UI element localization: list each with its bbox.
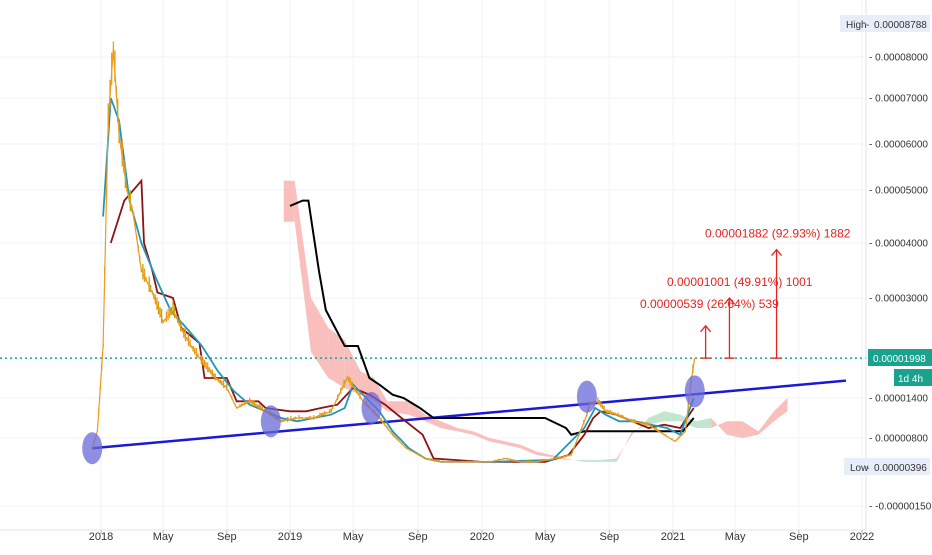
- touch-marker[interactable]: [576, 380, 597, 413]
- touch-markers: [82, 375, 705, 465]
- x-tick-label: 2021: [661, 531, 685, 543]
- cloud-segment: [680, 414, 697, 428]
- current-price-value: 0.00001998: [873, 354, 926, 365]
- x-tick-label: 2019: [278, 531, 302, 543]
- cloud-segment: [664, 411, 681, 422]
- x-tick-label: May: [535, 531, 556, 543]
- cloud-segment: [520, 444, 537, 456]
- cloud-segment: [774, 398, 788, 422]
- y-tick-label: - -0.00000150: [869, 502, 932, 513]
- x-tick-label: 2020: [470, 531, 494, 543]
- y-tick-label: - 0.00008000: [869, 53, 928, 64]
- touch-marker[interactable]: [361, 392, 382, 424]
- y-tick-label: - 0.00000800: [869, 434, 928, 445]
- cloud-segment: [283, 180, 295, 222]
- price-axis: - 0.00008000 - 0.00007000 - 0.00006000 - 0.…: [865, 0, 932, 530]
- ichimoku-cloud: [283, 180, 788, 462]
- trendline-layer: [0, 357, 866, 450]
- low-label-value: 0.00000396: [874, 463, 927, 474]
- cloud-segment: [600, 458, 617, 462]
- x-tick-label: Sep: [600, 531, 620, 543]
- projection-label: 0.00001001 (49.91%) 1001: [667, 275, 813, 289]
- projection-arrowhead: [700, 324, 712, 333]
- cloud-segment: [505, 441, 521, 449]
- cloud-segment: [294, 180, 311, 352]
- projection-arrowhead: [723, 297, 735, 305]
- cloud-segment: [489, 438, 506, 445]
- support-trendline[interactable]: [92, 379, 847, 450]
- x-tick-label: Sep: [408, 531, 428, 543]
- high-price-label: High - 0.00008788: [840, 15, 930, 32]
- y-tick-label: - 0.00001400: [869, 394, 928, 405]
- x-tick-label: 2018: [89, 531, 113, 543]
- cloud-segment: [710, 418, 727, 435]
- y-tick-label: - 0.00005000: [869, 186, 928, 197]
- current-price-label: 0.00001998 1d 4h: [868, 349, 932, 386]
- cloud-segment: [648, 411, 665, 425]
- high-label-value: 0.00008788: [874, 20, 927, 31]
- cloud-segment: [536, 451, 553, 458]
- high-label-text: High: [846, 20, 867, 31]
- low-label-text: Low: [850, 463, 869, 474]
- x-tick-label: May: [343, 531, 364, 543]
- x-tick-label: May: [725, 531, 746, 543]
- y-tick-label: - 0.00003000: [869, 294, 928, 305]
- cloud-segment: [696, 418, 711, 428]
- low-price-label: Low - 0.00000396: [844, 458, 930, 475]
- cloud-segment: [584, 459, 601, 462]
- projection-label: 0.00000539 (26.64%) 539: [640, 297, 779, 311]
- conversion-line: [102, 97, 695, 463]
- touch-marker[interactable]: [82, 432, 103, 465]
- y-tick-label: - 0.00007000: [869, 94, 928, 105]
- cloud-segment: [473, 431, 490, 442]
- touch-marker[interactable]: [260, 405, 281, 438]
- cloud-segment: [441, 421, 458, 432]
- y-tick-label: - 0.00006000: [869, 140, 928, 151]
- y-tick-label: - 0.00004000: [869, 239, 928, 250]
- cloud-segment: [742, 421, 759, 438]
- cloud-segment: [566, 458, 585, 462]
- projection-arrowhead: [771, 248, 783, 257]
- low-label-dash: -: [866, 463, 869, 474]
- base-line: [109, 178, 695, 463]
- x-tick-label: Sep: [217, 531, 237, 543]
- high-label-dash: -: [866, 20, 869, 31]
- time-axis: 2018 May Sep 2019 May Sep 2020 May Sep 2021 May Sep…: [0, 529, 874, 543]
- timeframe-badge: 1d 4h: [898, 374, 923, 385]
- x-tick-label: Sep: [789, 531, 809, 543]
- touch-marker[interactable]: [684, 375, 705, 408]
- cloud-segment: [726, 421, 743, 438]
- cloud-segment: [457, 428, 474, 435]
- cloud-segment: [408, 401, 426, 422]
- cloud-segment: [758, 411, 774, 435]
- x-tick-label: 2022: [850, 531, 874, 543]
- cloud-segment: [616, 431, 633, 462]
- projection-label: 0.00001882 (92.93%) 1882: [705, 227, 851, 241]
- x-tick-label: May: [153, 531, 174, 543]
- projection-layer: 0.00000539 (26.64%) 539 0.00001001 (49.91…: [640, 227, 851, 359]
